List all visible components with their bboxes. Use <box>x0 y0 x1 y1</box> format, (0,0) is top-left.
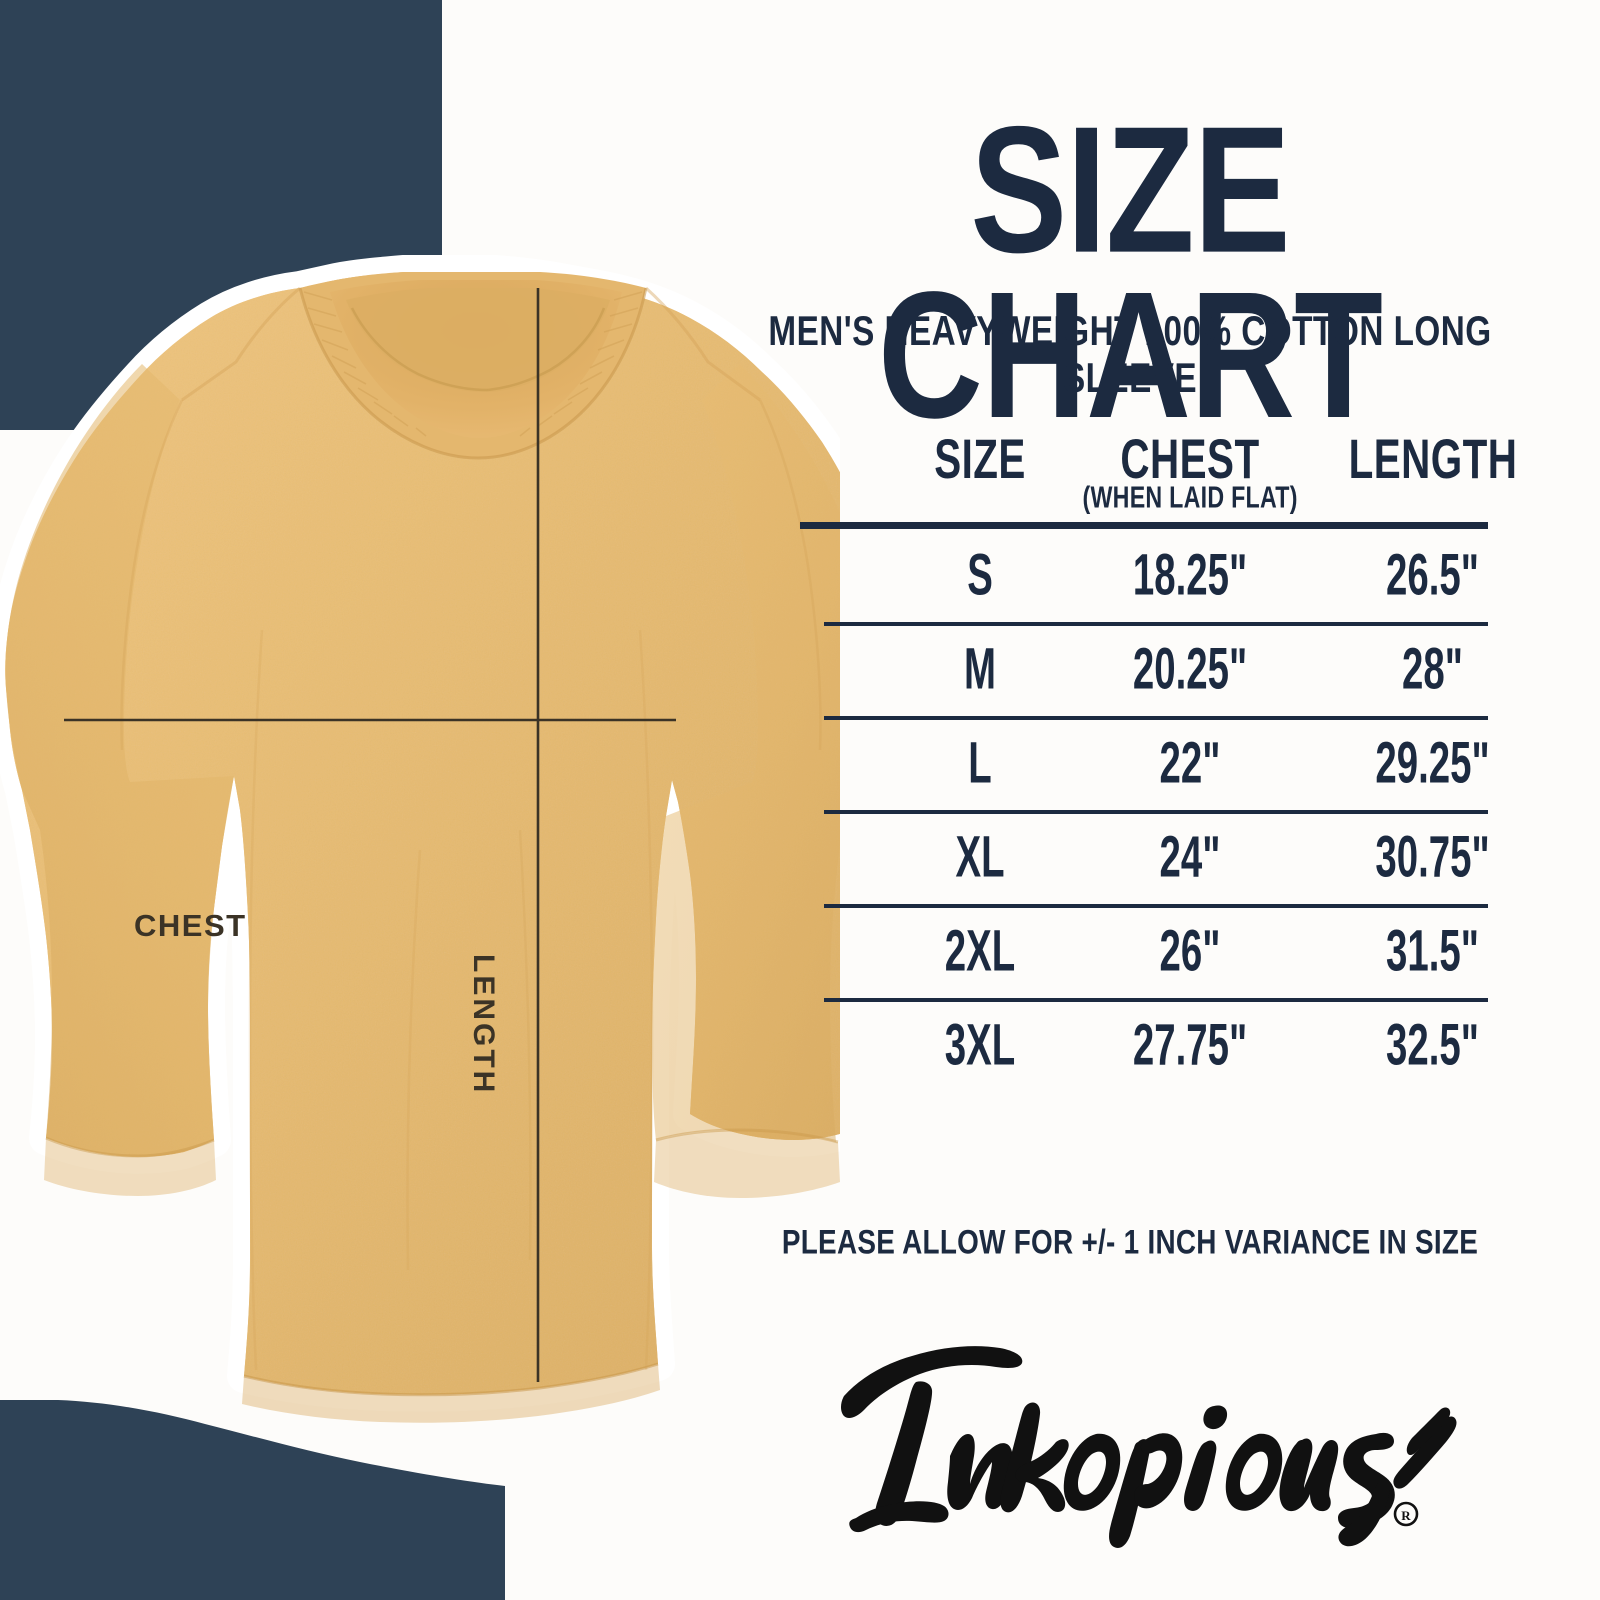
cell-size: L <box>968 731 992 796</box>
info-panel: SIZE CHART MEN'S HEAVYWEIGHT 100% COTTON… <box>700 0 1600 1600</box>
cell-chest: 18.25" <box>1132 543 1248 608</box>
table-row: M 20.25" 28" <box>800 626 1500 720</box>
cell-length: 31.5" <box>1386 919 1479 984</box>
cell-chest: 20.25" <box>1132 637 1248 702</box>
cell-size: 3XL <box>944 1013 1016 1078</box>
shirt-left-cuff <box>44 1138 216 1196</box>
inkopious-wordmark <box>841 1346 1457 1548</box>
cell-length: 26.5" <box>1386 543 1479 608</box>
table-row: 3XL 27.75" 32.5" <box>800 1002 1500 1096</box>
column-header-size: SIZE <box>934 427 1026 490</box>
row-divider <box>824 904 1488 908</box>
table-row: 2XL 26" 31.5" <box>800 908 1500 1002</box>
column-header-chest-sublabel: (WHEN LAID FLAT) <box>1082 480 1298 515</box>
cell-size: M <box>964 637 996 702</box>
cell-chest: 27.75" <box>1132 1013 1248 1078</box>
shirt-left-shoulder-seam <box>181 286 301 402</box>
svg-text:R: R <box>1401 1508 1411 1523</box>
shirt-left-sleeve-shading <box>5 364 234 1156</box>
size-table: SIZE CHEST LENGTH (WHEN LAID FLAT) S 18.… <box>800 408 1517 1096</box>
table-row: S 18.25" 26.5" <box>800 532 1500 626</box>
page-title: SIZE CHART <box>877 89 1383 457</box>
row-divider <box>824 622 1488 626</box>
cell-length: 28" <box>1402 637 1463 702</box>
shirt-neck-tape <box>346 288 610 392</box>
shirt-illustration: CHEST LENGTH <box>0 230 840 1430</box>
collar-ribbing <box>303 291 643 437</box>
shirt-right-cuff <box>654 1130 840 1198</box>
shirt-fabric-folds <box>248 629 654 1371</box>
shirt-right-sleeve-shading <box>652 364 840 1142</box>
cell-chest: 24" <box>1159 825 1221 890</box>
chest-guide-label: CHEST <box>134 908 247 943</box>
table-body: S 18.25" 26.5" M 20.25" 28" L 22" 29.25" <box>800 532 1500 1096</box>
shirt-bottom-hem <box>242 1364 660 1423</box>
cell-length: 32.5" <box>1386 1013 1479 1078</box>
column-header-length: LENGTH <box>1348 427 1518 490</box>
brand-logo: R <box>820 1330 1460 1550</box>
row-divider <box>824 716 1488 720</box>
cell-length: 30.75" <box>1375 825 1490 890</box>
length-guide-label: LENGTH <box>467 954 500 1096</box>
row-divider <box>824 998 1488 1002</box>
cell-size: XL <box>955 825 1005 890</box>
table-header-row: SIZE CHEST LENGTH (WHEN LAID FLAT) <box>800 408 1517 530</box>
cell-length: 29.25" <box>1375 731 1490 796</box>
table-row: L 22" 29.25" <box>800 720 1500 814</box>
cell-size: 2XL <box>944 919 1016 984</box>
cell-chest: 26" <box>1159 919 1221 984</box>
row-divider <box>824 810 1488 814</box>
variance-note: PLEASE ALLOW FOR +/- 1 INCH VARIANCE IN … <box>781 1222 1479 1262</box>
cell-chest: 22" <box>1159 731 1221 796</box>
table-header-rule <box>800 522 1488 529</box>
registered-trademark-icon: R <box>1393 1501 1419 1527</box>
table-row: XL 24" 30.75" <box>800 814 1500 908</box>
page-subtitle: MEN'S HEAVYWEIGHT 100% COTTON LONG SLEEV… <box>768 308 1492 401</box>
cell-size: S <box>967 543 993 608</box>
shirt-right-shoulder-seam <box>644 286 761 402</box>
column-header-chest: CHEST <box>1120 427 1260 490</box>
